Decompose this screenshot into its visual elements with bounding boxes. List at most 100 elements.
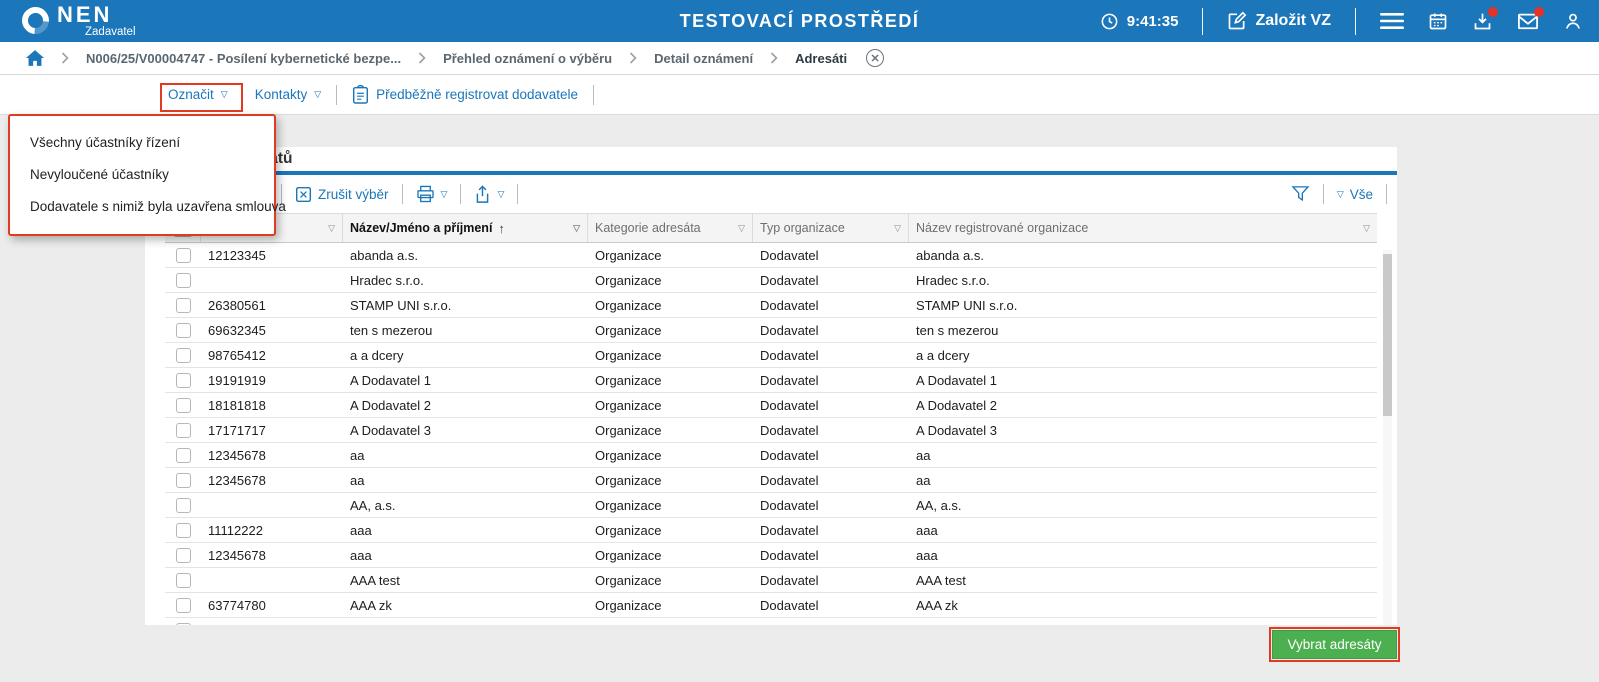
menu-item-all-participants[interactable]: Všechny účastníky řízení <box>30 135 181 150</box>
divider <box>593 84 595 105</box>
cell-orgtype: Dodavatel <box>760 372 819 388</box>
cell-ico <box>201 493 343 517</box>
top-bar: NEN Zadavatel TESTOVACÍ PROSTŘEDÍ 9:41:3… <box>0 0 1599 42</box>
cell-name: ten s mezerou <box>350 322 433 338</box>
print-button[interactable]: ▽ <box>416 185 447 203</box>
filter-caret-icon[interactable]: ▽ <box>1363 222 1370 233</box>
mark-menu-button[interactable]: Označit ▽ <box>168 87 228 102</box>
row-checkbox[interactable] <box>175 322 191 338</box>
menu-item-contracted-suppliers[interactable]: Dodavatele s nimiž byla uzavřena smlouva <box>30 199 286 214</box>
row-checkbox[interactable] <box>175 397 191 413</box>
mail-icon[interactable] <box>1517 7 1544 31</box>
cell-category: Organizace <box>595 372 662 388</box>
clipboard-icon <box>353 85 369 104</box>
row-checkbox[interactable] <box>175 597 191 613</box>
downloads-icon[interactable] <box>1472 6 1498 32</box>
cell-orgtype: Dodavatel <box>760 322 819 338</box>
breadcrumb-item-procurement[interactable]: N006/25/V00004747 - Posílení kybernetick… <box>86 50 402 66</box>
row-checkbox[interactable] <box>175 572 191 588</box>
preregister-supplier-button[interactable]: Předběžně registrovat dodavatele <box>352 85 578 104</box>
filter-caret-icon[interactable]: ▽ <box>573 222 580 233</box>
cell-category: Organizace <box>595 272 662 288</box>
row-checkbox[interactable] <box>175 522 191 538</box>
vertical-scrollbar[interactable] <box>1383 250 1392 625</box>
table-row: 17171717 A Dodavatel 3 Organizace Dodava… <box>165 418 1377 443</box>
cell-name: AAA zk <box>350 597 392 613</box>
cell-ico: 12345678 <box>208 472 266 488</box>
cell-ico: 26380561 <box>208 297 266 313</box>
cell-category: Organizace <box>595 347 662 363</box>
cell-orgtype: Dodavatel <box>760 472 819 488</box>
edit-icon <box>1227 11 1247 31</box>
cell-orgtype: Dodavatel <box>760 547 819 563</box>
table-row: AAA test Organizace Dodavatel AAA test <box>165 568 1377 593</box>
cell-registered-org: AA, a.s. <box>916 497 962 513</box>
divider <box>1202 7 1204 35</box>
filter-caret-icon[interactable]: ▽ <box>738 222 745 233</box>
mail-notification-dot <box>1534 7 1544 17</box>
cell-ico: 98765412 <box>208 347 266 363</box>
column-header-orgtype[interactable]: Typ organizace ▽ <box>753 214 909 242</box>
cell-registered-org: Hradec s.r.o. <box>916 272 990 288</box>
home-icon[interactable] <box>26 50 44 66</box>
table-row: Hradec s.r.o. Organizace Dodavatel Hrade… <box>165 268 1377 293</box>
brand-name: NEN <box>57 2 113 27</box>
cell-orgtype: Dodavatel <box>760 272 819 288</box>
clear-selection-button[interactable]: Zrušit výběr <box>295 186 389 203</box>
nen-logo[interactable]: NEN Zadavatel <box>16 1 136 40</box>
divider <box>460 184 462 204</box>
brand-subtitle: Zadavatel <box>85 26 136 38</box>
filter-button[interactable] <box>1291 185 1310 203</box>
current-time: 9:41:35 <box>1126 12 1179 30</box>
row-checkbox[interactable] <box>175 247 191 263</box>
print-icon <box>416 185 434 203</box>
caret-down-icon: ▽ <box>1336 188 1344 199</box>
filter-caret-icon[interactable]: ▽ <box>894 222 901 233</box>
cell-registered-org: aaa <box>916 547 938 563</box>
row-checkbox[interactable] <box>175 347 191 363</box>
breadcrumb-item-overview[interactable]: Přehled oznámení o výběru <box>443 50 613 66</box>
cell-ico: 12345678 <box>208 447 266 463</box>
row-checkbox[interactable] <box>175 547 191 563</box>
row-checkbox[interactable] <box>175 372 191 388</box>
menu-item-not-excluded[interactable]: Nevyloučené účastníky <box>30 167 169 182</box>
table-header-row: IČO▽ Název/Jméno a příjmení↑▽ Kategorie … <box>165 213 1377 243</box>
row-checkbox[interactable] <box>175 272 191 288</box>
menu-icon[interactable] <box>1380 12 1404 30</box>
close-icon[interactable]: ✕ <box>866 49 885 67</box>
column-header-category[interactable]: Kategorie adresáta ▽ <box>588 214 753 242</box>
chevron-right-icon <box>61 52 69 64</box>
export-button[interactable]: ▽ <box>474 184 504 204</box>
show-all-button[interactable]: ▽ Vše <box>1336 186 1373 202</box>
row-checkbox[interactable] <box>175 297 191 313</box>
create-vz-button[interactable]: Založit VZ <box>1227 11 1331 31</box>
contacts-menu-button[interactable]: Kontakty ▽ <box>254 87 322 102</box>
user-icon[interactable] <box>1563 11 1583 31</box>
select-addressees-button[interactable]: Vybrat adresáty <box>1272 630 1397 659</box>
row-checkbox[interactable] <box>175 472 191 488</box>
environment-title: TESTOVACÍ PROSTŘEDÍ <box>679 10 920 31</box>
table-row: 69632345 ten s mezerou Organizace Dodava… <box>165 318 1377 343</box>
chevron-right-icon <box>630 52 637 64</box>
cell-registered-org: AAA test <box>916 572 966 588</box>
scrollbar-thumb[interactable] <box>1383 254 1392 416</box>
row-checkbox[interactable] <box>175 497 191 513</box>
row-checkbox[interactable] <box>175 422 191 438</box>
row-checkbox[interactable] <box>175 622 191 625</box>
cell-ico: 17171717 <box>208 422 266 438</box>
filter-caret-icon[interactable]: ▽ <box>328 222 335 233</box>
column-header-name[interactable]: Název/Jméno a příjmení ↑ ▽ <box>343 214 588 242</box>
column-header-registered-org[interactable]: Název registrované organizace ▽ <box>916 221 1370 235</box>
cell-registered-org: aa <box>916 447 931 463</box>
clock-display: 9:41:35 <box>1100 12 1179 31</box>
cell-orgtype: Dodavatel <box>760 572 819 588</box>
breadcrumb-item-detail[interactable]: Detail oznámení <box>654 50 754 66</box>
row-checkbox[interactable] <box>175 447 191 463</box>
nen-logo-ring-icon <box>16 1 55 40</box>
table-row: 18181818 A Dodavatel 2 Organizace Dodava… <box>165 393 1377 418</box>
calendar-icon[interactable] <box>1428 11 1448 31</box>
table-row: Organizace Dodavatel <box>165 618 1377 625</box>
cell-orgtype: Dodavatel <box>760 522 819 538</box>
cell-name: AA, a.s. <box>350 497 396 513</box>
downloads-notification-dot <box>1488 6 1498 17</box>
